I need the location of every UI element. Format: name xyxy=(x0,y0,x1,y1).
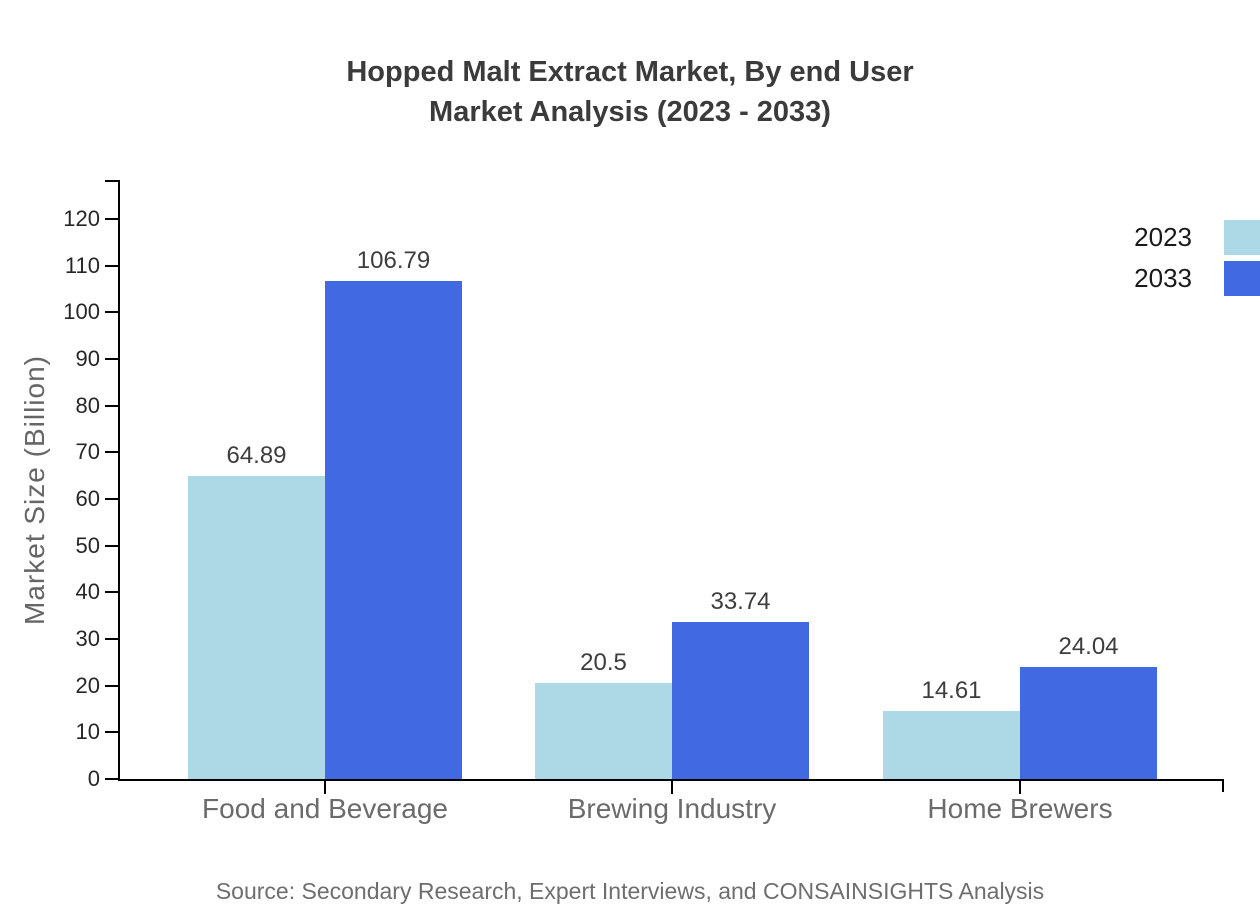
bar-2033-1 xyxy=(672,621,809,779)
y-tick-mark xyxy=(105,264,118,267)
y-tick-label: 80 xyxy=(75,392,100,418)
y-axis-top-cap xyxy=(105,180,118,182)
y-tick-label: 40 xyxy=(75,579,100,605)
y-tick-label: 70 xyxy=(75,439,100,465)
y-tick-mark xyxy=(105,638,118,640)
y-tick-label: 0 xyxy=(87,766,100,791)
chart-title-line2: Market Analysis (2023 - 2033) xyxy=(429,96,831,128)
y-axis-line xyxy=(118,180,120,781)
y-tick-mark xyxy=(105,731,118,734)
y-tick-mark xyxy=(105,778,118,780)
y-tick-mark xyxy=(105,544,118,547)
legend-label-2023: 2023 xyxy=(1134,222,1192,252)
y-tick-mark xyxy=(105,404,118,407)
bar-2033-2 xyxy=(1020,666,1157,779)
y-tick-label: 30 xyxy=(75,626,100,651)
x-tick-mark xyxy=(324,781,326,794)
legend-swatch-2023 xyxy=(1224,220,1260,255)
y-tick-mark xyxy=(105,218,118,220)
y-tick-label: 10 xyxy=(75,719,100,745)
chart-title: Hopped Malt Extract Market, By end User … xyxy=(0,52,1260,132)
bar-value-label: 33.74 xyxy=(710,587,771,615)
bar-value-label: 14.61 xyxy=(921,676,982,704)
category-label: Brewing Industry xyxy=(567,793,777,824)
bar-value-label: 24.04 xyxy=(1058,632,1119,660)
bar-value-label: 64.89 xyxy=(226,442,287,470)
y-tick-mark xyxy=(105,358,118,360)
y-tick-mark xyxy=(105,451,118,454)
bar-2023-2 xyxy=(883,710,1020,779)
y-tick-label: 60 xyxy=(75,486,100,511)
source-note: Source: Secondary Research, Expert Inter… xyxy=(215,878,1045,904)
y-tick-label: 90 xyxy=(75,346,100,371)
y-tick-label: 100 xyxy=(63,299,100,325)
y-tick-label: 120 xyxy=(63,206,100,231)
bar-2023-1 xyxy=(535,683,672,779)
category-label: Home Brewers xyxy=(927,793,1113,824)
y-tick-mark xyxy=(105,684,118,687)
bar-2023-0 xyxy=(188,476,325,779)
x-tick-mark xyxy=(1019,781,1021,794)
x-axis-line xyxy=(118,779,1224,781)
y-tick-label: 50 xyxy=(75,532,100,558)
y-tick-mark xyxy=(105,591,118,594)
bar-value-label: 20.5 xyxy=(580,649,627,677)
legend-label-2033: 2033 xyxy=(1134,263,1192,293)
legend-swatch-2033 xyxy=(1224,261,1260,296)
y-tick-mark xyxy=(105,498,118,500)
y-tick-label: 20 xyxy=(75,672,100,698)
y-tick-label: 110 xyxy=(64,252,100,278)
x-axis-end-cap xyxy=(1222,779,1224,792)
y-tick-mark xyxy=(105,311,118,314)
chart-title-line1: Hopped Malt Extract Market, By end User xyxy=(346,56,914,88)
bar-value-label: 106.79 xyxy=(356,246,431,274)
category-label: Food and Beverage xyxy=(202,793,448,824)
x-tick-mark xyxy=(671,781,673,794)
bar-2033-0 xyxy=(325,280,462,779)
